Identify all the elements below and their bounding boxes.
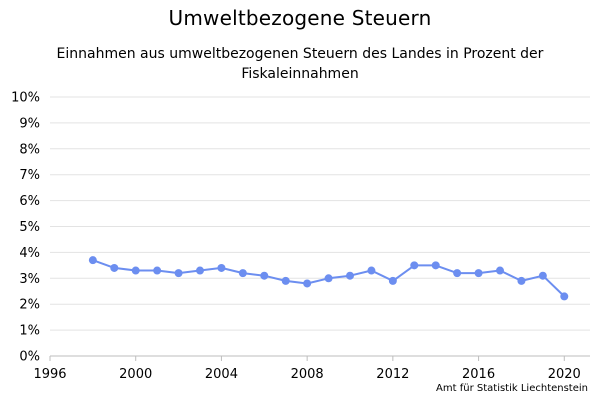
data-point: [281, 276, 290, 285]
y-tick-label: 10%: [11, 91, 40, 106]
data-point: [260, 271, 269, 280]
data-point: [517, 276, 526, 285]
y-tick-label: 9%: [19, 116, 40, 131]
data-point: [410, 261, 419, 270]
x-axis: 1996 2000 2004 2008 2012 2016 2020: [33, 356, 581, 382]
x-tick-label: 2020: [548, 367, 581, 382]
data-point: [196, 266, 204, 275]
x-tick-label: 2004: [205, 367, 238, 382]
data-point: [388, 276, 397, 285]
x-tick-label: 1996: [33, 367, 66, 382]
data-point: [88, 256, 97, 265]
y-tick-label: 3%: [19, 272, 40, 287]
data-point: [496, 266, 504, 275]
data-point: [238, 269, 247, 278]
y-tick-label: 2%: [19, 298, 40, 313]
data-point: [453, 269, 462, 278]
data-point: [431, 261, 440, 270]
grid-lines: [50, 96, 590, 357]
y-tick-label: 6%: [19, 194, 40, 209]
data-point: [346, 271, 354, 280]
x-tick-label: 2016: [462, 367, 495, 382]
series-layer: [88, 256, 569, 301]
data-point: [131, 266, 140, 275]
chart-title: Umweltbezogene Steuern: [168, 6, 432, 30]
source-credit: Amt für Statistik Liechtenstein: [436, 383, 588, 394]
data-point: [174, 269, 183, 278]
x-tick-label: 2012: [376, 367, 409, 382]
data-point: [367, 266, 376, 275]
y-axis: 0% 1% 2% 3% 4% 5% 6% 7% 8% 9% 10%: [11, 91, 40, 365]
data-point: [110, 263, 119, 272]
y-tick-label: 5%: [19, 220, 40, 235]
data-point: [538, 271, 547, 280]
data-point: [153, 266, 162, 275]
data-point: [217, 263, 226, 272]
x-tick-label: 2008: [291, 367, 324, 382]
data-point: [474, 269, 483, 278]
y-tick-label: 7%: [19, 168, 40, 183]
y-tick-label: 4%: [19, 246, 40, 261]
y-tick-label: 8%: [19, 142, 40, 157]
data-point: [324, 274, 333, 283]
data-point: [560, 292, 569, 301]
y-tick-label: 1%: [19, 324, 40, 339]
y-tick-label: 0%: [19, 350, 40, 365]
x-tick-label: 2000: [119, 367, 152, 382]
data-point: [303, 279, 312, 288]
chart-subtitle: Einnahmen aus umweltbezogenen Steuern de…: [56, 46, 544, 82]
